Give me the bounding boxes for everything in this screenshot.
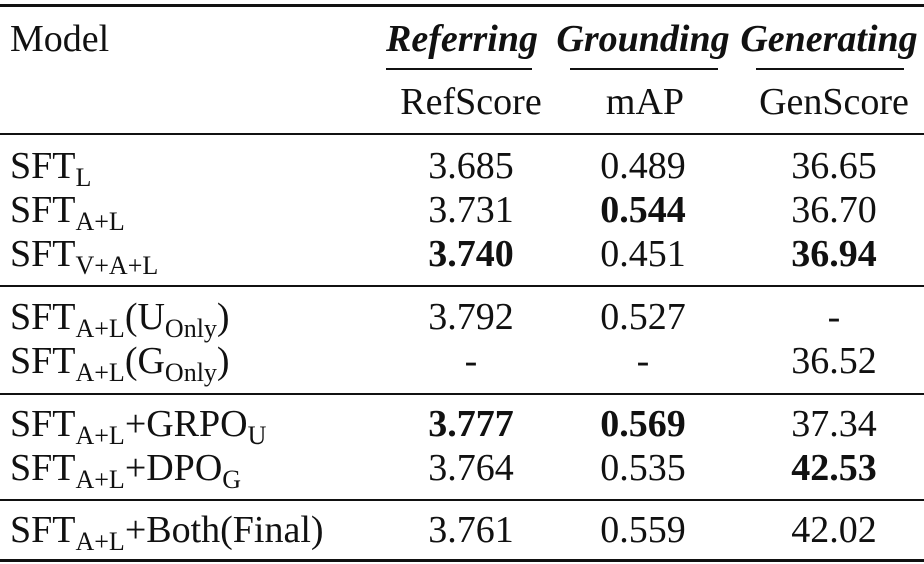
referring-cmidrule: [386, 68, 532, 70]
model-cell-2: SFTV+A+L: [10, 233, 159, 280]
refscore-cell-1: 3.731: [428, 189, 514, 231]
bottom-rule: [0, 559, 924, 562]
refscore-column-header: RefScore: [400, 81, 542, 123]
map-cell-3: 0.527: [600, 296, 686, 338]
model-cell-5: SFTA+L+GRPOU: [10, 403, 267, 450]
model-cell-7: SFTA+L+Both(Final): [10, 509, 324, 556]
refscore-cell-3: 3.792: [428, 296, 514, 338]
genscore-cell-0: 36.65: [791, 145, 877, 187]
refscore-cell-2: 3.740: [428, 233, 514, 275]
generating-group-header: Generating: [740, 18, 918, 60]
genscore-cell-4: 36.52: [791, 340, 877, 382]
top-rule: [0, 4, 924, 7]
map-cell-5: 0.569: [600, 403, 686, 445]
referring-group-header: Referring: [386, 18, 538, 60]
map-cell-6: 0.535: [600, 447, 686, 489]
refscore-cell-5: 3.777: [428, 403, 514, 445]
map-cell-0: 0.489: [600, 145, 686, 187]
refscore-cell-7: 3.761: [428, 509, 514, 551]
group1-rule: [0, 285, 924, 287]
model-cell-1: SFTA+L: [10, 189, 125, 236]
group3-rule: [0, 499, 924, 501]
map-column-header: mAP: [605, 81, 685, 123]
grounding-group-header: Grounding: [556, 18, 730, 60]
map-cell-2: 0.451: [600, 233, 686, 275]
refscore-cell-0: 3.685: [428, 145, 514, 187]
model-column-header: Model: [10, 18, 110, 60]
genscore-cell-3: -: [827, 296, 841, 338]
genscore-cell-7: 42.02: [791, 509, 877, 551]
genscore-cell-6: 42.53: [791, 447, 877, 489]
grounding-cmidrule: [570, 68, 718, 70]
map-cell-4: -: [636, 340, 650, 382]
generating-cmidrule: [756, 68, 904, 70]
genscore-cell-2: 36.94: [791, 233, 877, 275]
group2-rule: [0, 393, 924, 395]
model-cell-3: SFTA+L(UOnly): [10, 296, 230, 343]
refscore-cell-6: 3.764: [428, 447, 514, 489]
genscore-column-header: GenScore: [759, 81, 909, 123]
model-cell-0: SFTL: [10, 145, 92, 192]
genscore-cell-1: 36.70: [791, 189, 877, 231]
refscore-cell-4: -: [464, 340, 478, 382]
map-cell-7: 0.559: [600, 509, 686, 551]
genscore-cell-5: 37.34: [791, 403, 877, 445]
model-cell-6: SFTA+L+DPOG: [10, 447, 242, 494]
map-cell-1: 0.544: [600, 189, 686, 231]
header-rule: [0, 133, 924, 135]
model-cell-4: SFTA+L(GOnly): [10, 340, 230, 387]
